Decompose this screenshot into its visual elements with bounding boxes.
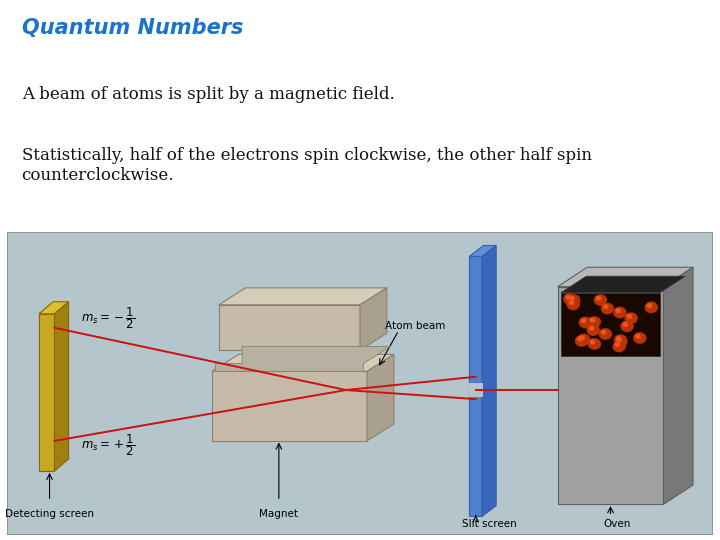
Bar [557, 287, 663, 504]
Circle shape [590, 318, 595, 322]
Circle shape [596, 296, 600, 300]
Polygon shape [557, 267, 693, 287]
Circle shape [624, 323, 627, 326]
Polygon shape [469, 246, 496, 256]
Text: Slit screen: Slit screen [462, 519, 516, 530]
Circle shape [614, 335, 626, 345]
Polygon shape [663, 267, 693, 504]
Circle shape [617, 338, 621, 342]
Bar [219, 305, 360, 350]
Circle shape [636, 334, 640, 338]
Circle shape [570, 301, 574, 305]
Circle shape [601, 303, 613, 314]
Circle shape [616, 309, 620, 313]
Text: Detecting screen: Detecting screen [5, 509, 94, 519]
Text: Quantum Numbers: Quantum Numbers [22, 18, 243, 38]
Circle shape [588, 317, 600, 327]
Circle shape [647, 303, 652, 307]
Text: Atom beam: Atom beam [384, 321, 445, 331]
Circle shape [613, 341, 625, 352]
Text: Oven: Oven [604, 519, 631, 530]
Circle shape [577, 338, 582, 341]
Polygon shape [55, 302, 68, 471]
Circle shape [568, 295, 580, 305]
Polygon shape [212, 354, 394, 372]
Text: $m_s = -\dfrac{1}{2}$: $m_s = -\dfrac{1}{2}$ [81, 305, 135, 331]
Polygon shape [219, 288, 387, 305]
Circle shape [634, 333, 646, 343]
Circle shape [566, 295, 570, 299]
Circle shape [590, 327, 594, 330]
Bar [39, 314, 55, 471]
Circle shape [627, 314, 631, 318]
Text: Magnet: Magnet [259, 509, 298, 519]
Text: Statistically, half of the electrons spin clockwise, the other half spin
counter: Statistically, half of the electrons spi… [22, 147, 592, 184]
Circle shape [580, 318, 591, 328]
Polygon shape [561, 276, 685, 293]
Circle shape [621, 321, 633, 332]
Text: $m_s = +\dfrac{1}{2}$: $m_s = +\dfrac{1}{2}$ [81, 432, 135, 458]
Circle shape [645, 302, 657, 313]
Circle shape [625, 313, 637, 323]
Polygon shape [39, 302, 68, 314]
Circle shape [590, 340, 595, 344]
Circle shape [616, 336, 621, 340]
Circle shape [575, 336, 588, 346]
Circle shape [616, 343, 619, 347]
Circle shape [570, 296, 574, 300]
Circle shape [614, 307, 626, 318]
Bar [469, 256, 482, 516]
Circle shape [615, 336, 627, 347]
Circle shape [588, 339, 600, 349]
Polygon shape [215, 347, 390, 372]
Circle shape [578, 334, 590, 345]
Circle shape [599, 329, 611, 339]
Bar [469, 383, 483, 397]
Circle shape [603, 305, 608, 308]
Polygon shape [367, 354, 394, 441]
Circle shape [601, 330, 606, 334]
Circle shape [564, 294, 576, 304]
Polygon shape [360, 288, 387, 350]
Text: A beam of atoms is split by a magnetic field.: A beam of atoms is split by a magnetic f… [22, 86, 395, 103]
Polygon shape [482, 246, 496, 516]
Bar [561, 293, 660, 356]
Circle shape [567, 299, 579, 309]
Circle shape [595, 295, 606, 305]
Circle shape [588, 325, 599, 335]
Circle shape [582, 319, 585, 322]
Circle shape [580, 336, 584, 340]
Bar [212, 372, 367, 441]
